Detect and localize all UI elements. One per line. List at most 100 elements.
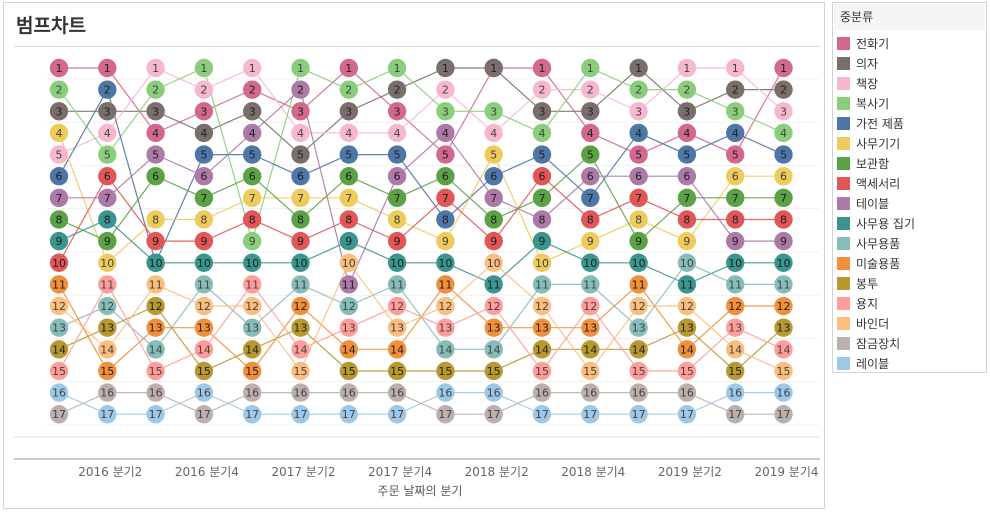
rank-marker[interactable] <box>629 167 648 186</box>
rank-point[interactable]: 14 <box>436 340 455 359</box>
rank-marker[interactable] <box>291 188 310 208</box>
rank-point[interactable]: 2 <box>98 80 117 99</box>
rank-point[interactable]: 16 <box>98 383 117 402</box>
series-line[interactable] <box>58 305 784 372</box>
rank-marker[interactable] <box>726 383 745 402</box>
rank-marker[interactable] <box>339 188 358 208</box>
rank-point[interactable]: 13 <box>243 318 262 337</box>
rank-marker[interactable] <box>339 167 358 186</box>
rank-marker[interactable] <box>146 340 165 359</box>
rank-marker[interactable] <box>774 167 793 186</box>
rank-point[interactable]: 9 <box>291 231 310 251</box>
rank-marker[interactable] <box>49 340 69 359</box>
rank-marker[interactable] <box>677 361 697 381</box>
rank-point[interactable]: 12 <box>484 296 503 316</box>
rank-point[interactable]: 4 <box>436 123 455 143</box>
rank-marker[interactable] <box>387 188 407 208</box>
rank-point[interactable]: 12 <box>629 296 648 316</box>
rank-point[interactable]: 13 <box>774 318 793 337</box>
series-line[interactable] <box>58 261 784 373</box>
rank-marker[interactable] <box>677 405 697 424</box>
rank-marker[interactable] <box>243 340 262 359</box>
series-line[interactable] <box>58 67 784 244</box>
rank-point[interactable]: 13 <box>436 318 455 337</box>
rank-point[interactable]: 10 <box>629 253 648 272</box>
rank-point[interactable]: 9 <box>387 231 407 251</box>
rank-marker[interactable] <box>49 102 69 121</box>
legend-item[interactable]: 사무용품 <box>837 234 985 252</box>
legend-item[interactable]: 봉투 <box>837 274 985 292</box>
rank-marker[interactable] <box>387 123 407 143</box>
rank-point[interactable]: 7 <box>291 188 310 208</box>
rank-marker[interactable] <box>677 80 697 99</box>
rank-marker[interactable] <box>629 383 648 402</box>
rank-marker[interactable] <box>146 231 165 251</box>
rank-marker[interactable] <box>726 188 745 208</box>
rank-marker[interactable] <box>194 188 214 208</box>
rank-point[interactable]: 4 <box>387 123 407 143</box>
rank-marker[interactable] <box>581 253 600 272</box>
rank-point[interactable]: 16 <box>532 383 552 402</box>
rank-marker[interactable] <box>774 210 793 229</box>
rank-marker[interactable] <box>726 361 745 381</box>
rank-marker[interactable] <box>629 210 648 229</box>
rank-marker[interactable] <box>581 340 600 359</box>
rank-point[interactable]: 7 <box>339 188 358 208</box>
rank-point[interactable]: 7 <box>436 188 455 208</box>
rank-point[interactable]: 17 <box>49 405 69 424</box>
rank-point[interactable]: 6 <box>677 167 697 186</box>
legend-item[interactable]: 잠금장치 <box>837 334 985 352</box>
rank-point[interactable]: 3 <box>726 102 745 121</box>
rank-point[interactable]: 8 <box>98 210 117 229</box>
rank-point[interactable]: 15 <box>629 361 648 381</box>
rank-point[interactable]: 16 <box>436 383 455 402</box>
rank-point[interactable]: 10 <box>146 253 165 272</box>
rank-point[interactable]: 2 <box>532 80 552 99</box>
rank-marker[interactable] <box>436 188 455 208</box>
rank-marker[interactable] <box>484 210 503 229</box>
rank-marker[interactable] <box>339 58 358 78</box>
rank-marker[interactable] <box>726 123 745 143</box>
rank-marker[interactable] <box>49 145 69 164</box>
series-line[interactable] <box>58 175 784 264</box>
rank-marker[interactable] <box>436 340 455 359</box>
legend-item[interactable]: 레이블 <box>837 354 985 372</box>
rank-point[interactable]: 1 <box>532 58 552 78</box>
rank-point[interactable]: 16 <box>726 383 745 402</box>
rank-point[interactable]: 17 <box>629 405 648 424</box>
rank-point[interactable]: 7 <box>532 188 552 208</box>
rank-point[interactable]: 15 <box>484 361 503 381</box>
rank-point[interactable]: 11 <box>629 275 648 294</box>
rank-point[interactable]: 2 <box>339 80 358 99</box>
rank-point[interactable]: 9 <box>532 231 552 251</box>
rank-point[interactable]: 10 <box>291 253 310 272</box>
rank-point[interactable]: 6 <box>339 167 358 186</box>
rank-marker[interactable] <box>98 405 117 424</box>
rank-point[interactable]: 11 <box>387 275 407 294</box>
rank-marker[interactable] <box>387 80 407 99</box>
rank-point[interactable]: 11 <box>98 275 117 294</box>
rank-point[interactable]: 1 <box>194 58 214 78</box>
rank-marker[interactable] <box>774 80 793 99</box>
rank-marker[interactable] <box>387 383 407 402</box>
rank-marker[interactable] <box>194 340 214 359</box>
rank-point[interactable]: 14 <box>291 340 310 359</box>
rank-marker[interactable] <box>146 145 165 164</box>
rank-marker[interactable] <box>629 361 648 381</box>
rank-point[interactable]: 2 <box>581 80 600 99</box>
rank-point[interactable]: 15 <box>49 361 69 381</box>
rank-marker[interactable] <box>532 167 552 186</box>
legend-item[interactable]: 사무기기 <box>837 134 985 152</box>
rank-marker[interactable] <box>532 275 552 294</box>
rank-marker[interactable] <box>436 405 455 424</box>
rank-point[interactable]: 5 <box>726 145 745 164</box>
rank-marker[interactable] <box>243 383 262 402</box>
rank-point[interactable]: 6 <box>484 167 503 186</box>
rank-point[interactable]: 9 <box>774 231 793 251</box>
rank-marker[interactable] <box>243 80 262 99</box>
rank-point[interactable]: 5 <box>49 145 69 164</box>
rank-point[interactable]: 9 <box>581 231 600 251</box>
rank-point[interactable]: 7 <box>581 188 600 208</box>
rank-point[interactable]: 1 <box>484 58 503 78</box>
rank-marker[interactable] <box>194 253 214 272</box>
